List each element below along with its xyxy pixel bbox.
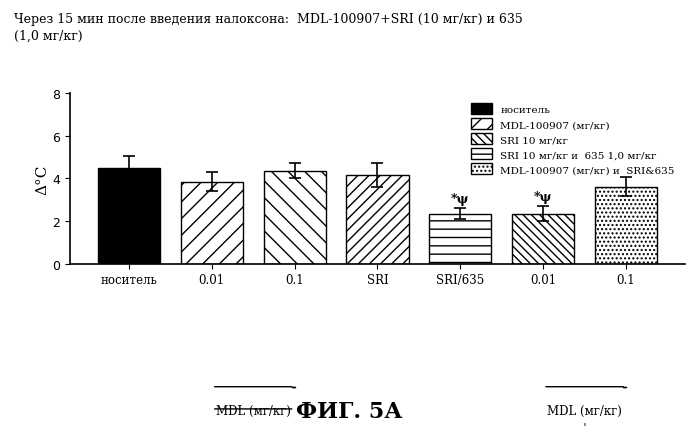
Bar [98,168,160,264]
Text: *ψ: *ψ [451,193,470,205]
Text: MDL (мг/кг): MDL (мг/кг) [216,404,291,417]
Text: Через 15 мин после введения налоксона:  MDL-100907+SRI (10 мг/кг) и 635
(1,0 мг/: Через 15 мин после введения налоксона: M… [14,13,523,43]
Bar [264,171,326,264]
Bar [512,214,574,264]
Bar [347,176,408,264]
Bar [595,187,657,264]
Bar [181,182,243,264]
Legend: носитель, MDL-100907 (мг/кг), SRI 10 мг/кг, SRI 10 мг/кг и  635 1,0 мг/кг, MDL-1: носитель, MDL-100907 (мг/кг), SRI 10 мг/… [466,99,680,180]
Text: ФИГ. 5А: ФИГ. 5А [296,400,403,422]
Y-axis label: Δ°C: Δ°C [36,164,50,194]
Text: *ψ: *ψ [534,190,552,204]
Text: MDL (мг/кг)
+
SRI&635: MDL (мг/кг) + SRI&635 [547,404,622,426]
Bar [429,214,491,264]
